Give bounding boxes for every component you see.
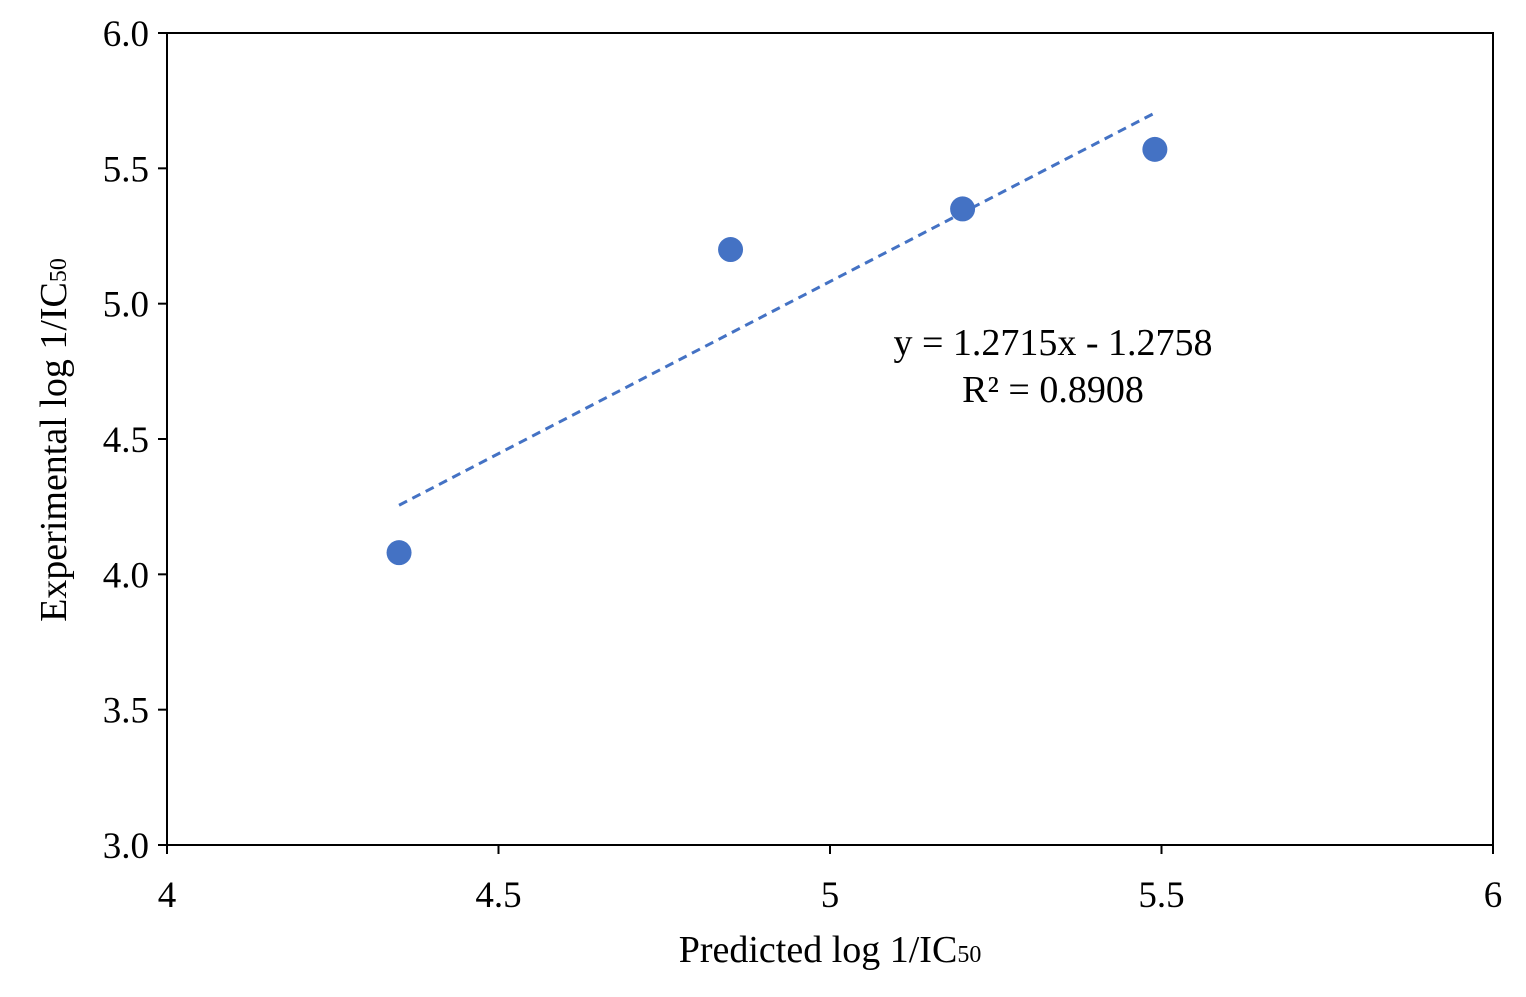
x-axis-label-subscript: 50 [957, 942, 981, 968]
trendline [398, 111, 1156, 507]
y-tick-label: 5.0 [103, 285, 149, 326]
y-axis-label: Experimental log 1/IC50 [33, 258, 75, 622]
plot-layer: 3.0 3.5 4.0 4.5 5.0 5.5 6.0 4 4.5 5 5.5 6 [103, 14, 1503, 916]
annotation-r-squared: R² = 0.8908 [962, 369, 1144, 411]
y-axis-label-main: Experimental log 1/IC [33, 282, 75, 622]
x-tick-label: 5 [821, 875, 840, 916]
x-axis-label-main: Predicted log 1/IC [679, 929, 958, 971]
x-tick-label: 5.5 [1138, 875, 1184, 916]
y-tick-label: 4.5 [103, 420, 149, 461]
x-tick-label: 6 [1484, 875, 1503, 916]
data-point [950, 196, 976, 222]
plot-frame [166, 32, 1494, 846]
y-tick-label: 4.0 [103, 555, 149, 596]
x-tick-label: 4.5 [475, 875, 521, 916]
y-tick-label: 3.5 [103, 691, 149, 732]
y-axis-label-subscript: 50 [46, 258, 72, 282]
data-point [718, 237, 744, 263]
x-tick-label: 4 [158, 875, 177, 916]
annotation-equation: y = 1.2715x - 1.2758 [893, 322, 1212, 364]
data-point [1142, 136, 1168, 162]
x-axis-label: Predicted log 1/IC50 [679, 929, 982, 971]
y-tick-label: 3.0 [103, 826, 149, 867]
data-point [386, 540, 412, 566]
y-tick-label: 6.0 [103, 14, 149, 55]
y-tick-label: 5.5 [103, 149, 149, 190]
